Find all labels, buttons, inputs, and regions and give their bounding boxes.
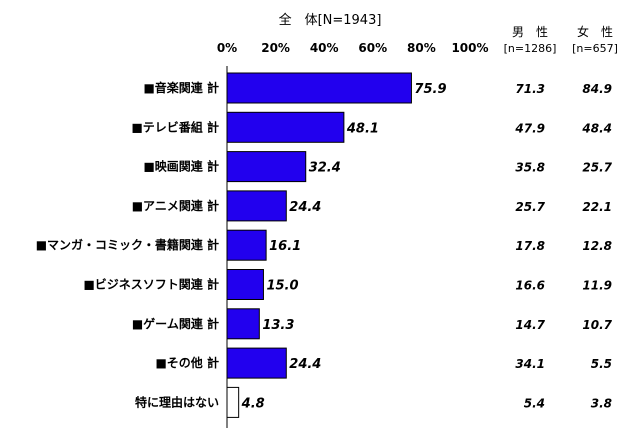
chart-title: 全 体[N=1943] xyxy=(279,12,382,28)
category-label: ■テレビ番組 計 xyxy=(131,119,219,134)
category-label: ■音楽関連 計 xyxy=(143,80,219,95)
column-n-male: [n=1286] xyxy=(504,42,557,55)
female-value: 5.5 xyxy=(591,357,612,371)
male-value: 34.1 xyxy=(515,357,545,371)
category-label: ■映画関連 計 xyxy=(143,159,219,174)
category-label: 特に理由はない xyxy=(135,394,219,409)
male-value: 17.8 xyxy=(515,239,545,253)
data-label: 13.3 xyxy=(262,318,294,333)
category-label: ■ゲーム関連 計 xyxy=(132,316,219,331)
male-value: 35.8 xyxy=(515,161,545,175)
category-label: ■その他 計 xyxy=(155,355,219,370)
female-value: 48.4 xyxy=(581,121,612,135)
bar xyxy=(226,269,264,300)
female-value: 84.9 xyxy=(582,82,612,96)
data-label: 4.8 xyxy=(241,396,265,411)
category-label: ■ビジネスソフト関連 計 xyxy=(83,277,219,292)
category-label: ■マンガ・コミック・書籍関連 計 xyxy=(36,237,219,252)
female-value: 25.7 xyxy=(582,161,612,175)
female-value: 10.7 xyxy=(582,318,612,332)
category-label: ■アニメ関連 計 xyxy=(132,198,219,213)
male-value: 71.3 xyxy=(515,82,545,96)
female-value: 11.9 xyxy=(582,279,612,293)
x-tick-label: 100% xyxy=(451,41,488,55)
x-tick-label: 80% xyxy=(407,41,436,55)
female-value: 12.8 xyxy=(582,239,612,253)
x-tick-label: 0% xyxy=(217,41,237,55)
bar xyxy=(226,308,260,340)
male-value: 5.4 xyxy=(524,396,545,410)
male-value: 16.6 xyxy=(515,279,545,293)
data-label: 24.4 xyxy=(289,357,321,372)
data-label: 48.1 xyxy=(346,121,379,136)
column-header-male: 男 性 xyxy=(512,25,548,39)
x-tick-label: 20% xyxy=(261,41,290,55)
x-tick-label: 60% xyxy=(358,41,387,55)
bar xyxy=(226,111,345,143)
male-value: 14.7 xyxy=(515,318,545,332)
bar xyxy=(226,386,240,418)
data-label: 24.4 xyxy=(289,200,321,215)
bar xyxy=(226,190,287,222)
data-label: 16.1 xyxy=(269,239,301,254)
female-value: 22.1 xyxy=(582,200,612,214)
bar xyxy=(226,72,412,104)
column-header-female: 女 性 xyxy=(577,24,613,39)
male-value: 25.7 xyxy=(515,200,545,214)
male-value: 47.9 xyxy=(514,121,545,135)
bar xyxy=(226,347,287,379)
data-label: 15.0 xyxy=(266,279,298,294)
female-value: 3.8 xyxy=(591,396,612,410)
bar xyxy=(226,229,267,261)
bar xyxy=(226,151,307,183)
column-n-female: [n=657] xyxy=(572,42,618,55)
data-label: 75.9 xyxy=(414,82,446,97)
data-label: 32.4 xyxy=(309,161,341,176)
x-tick-label: 40% xyxy=(310,41,339,55)
